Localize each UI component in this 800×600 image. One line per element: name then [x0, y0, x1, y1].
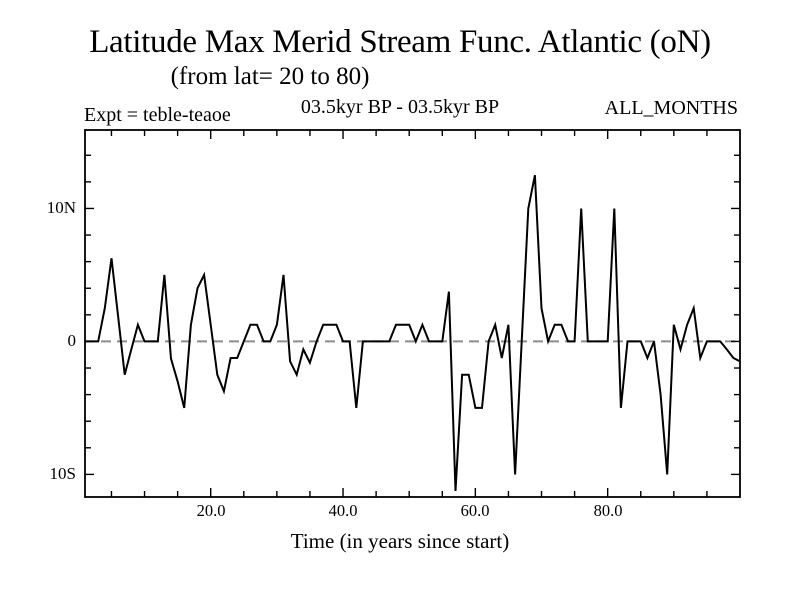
chart-subtitle: (from lat= 20 to 80)	[170, 63, 370, 90]
x-axis-title: Time (in years since start)	[290, 529, 510, 553]
y-tick-label-10s: 10S	[49, 464, 76, 483]
y-tick-label-0: 0	[67, 331, 77, 350]
chart-title: Latitude Max Merid Stream Func. Atlantic…	[89, 24, 711, 60]
x-tick-label-20: 20.0	[196, 501, 226, 520]
months-label: ALL_MONTHS	[604, 97, 738, 119]
x-tick-label-40: 40.0	[328, 501, 358, 520]
y-tick-label-10n: 10N	[46, 198, 76, 217]
x-tick-label-60: 60.0	[460, 501, 490, 520]
time-period-label: 03.5kyr BP - 03.5kyr BP	[300, 96, 500, 118]
x-tick-label-80: 80.0	[593, 501, 623, 520]
experiment-label: Expt = teble-teaoe	[84, 104, 231, 126]
